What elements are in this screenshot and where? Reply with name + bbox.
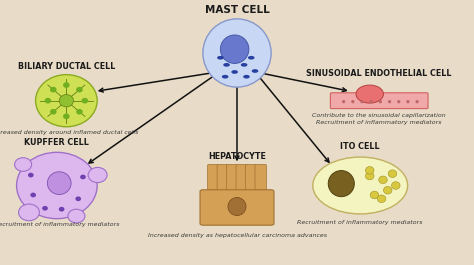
Ellipse shape (88, 167, 107, 183)
Ellipse shape (379, 100, 382, 103)
Ellipse shape (42, 206, 48, 211)
Ellipse shape (370, 100, 373, 103)
Ellipse shape (397, 100, 401, 103)
Ellipse shape (76, 87, 83, 92)
Text: Recruitment of inflammatory mediators: Recruitment of inflammatory mediators (298, 220, 423, 225)
Ellipse shape (351, 100, 355, 103)
Ellipse shape (392, 182, 400, 189)
Ellipse shape (228, 197, 246, 215)
Text: Increased density as hepatocellular carcinoma advances: Increased density as hepatocellular carc… (147, 233, 327, 238)
Ellipse shape (82, 98, 88, 104)
Ellipse shape (370, 191, 379, 199)
Text: HEPATOCYTE: HEPATOCYTE (208, 152, 266, 161)
Ellipse shape (36, 75, 97, 127)
Text: SINUSOIDAL ENDOTHELIAL CELL: SINUSOIDAL ENDOTHELIAL CELL (307, 69, 452, 78)
FancyBboxPatch shape (236, 165, 247, 192)
Ellipse shape (68, 209, 85, 223)
Text: Recruitment of inflammatory mediators: Recruitment of inflammatory mediators (0, 223, 119, 227)
Ellipse shape (415, 100, 419, 103)
Ellipse shape (28, 173, 34, 178)
Ellipse shape (388, 170, 397, 178)
Ellipse shape (17, 152, 97, 219)
Circle shape (248, 56, 255, 60)
FancyBboxPatch shape (200, 190, 274, 225)
Ellipse shape (63, 113, 70, 119)
Ellipse shape (356, 85, 383, 103)
Ellipse shape (75, 196, 81, 201)
FancyBboxPatch shape (217, 165, 228, 192)
Ellipse shape (328, 171, 354, 197)
FancyBboxPatch shape (246, 165, 257, 192)
Text: ITO CELL: ITO CELL (340, 142, 380, 151)
Ellipse shape (15, 158, 32, 171)
Ellipse shape (45, 98, 51, 104)
Ellipse shape (342, 100, 345, 103)
Ellipse shape (47, 172, 71, 195)
Circle shape (241, 63, 247, 67)
Ellipse shape (50, 87, 56, 92)
Circle shape (223, 63, 230, 67)
Ellipse shape (18, 204, 39, 221)
FancyBboxPatch shape (255, 165, 266, 192)
Ellipse shape (379, 176, 387, 184)
FancyBboxPatch shape (208, 165, 219, 192)
Text: MAST CELL: MAST CELL (205, 5, 269, 15)
Text: KUPFFER CELL: KUPFFER CELL (25, 138, 89, 147)
Ellipse shape (59, 207, 64, 211)
Ellipse shape (360, 100, 364, 103)
Ellipse shape (406, 100, 410, 103)
Ellipse shape (220, 35, 249, 63)
Ellipse shape (30, 193, 36, 197)
Circle shape (243, 75, 250, 78)
Ellipse shape (63, 82, 70, 88)
Text: BILIARY DUCTAL CELL: BILIARY DUCTAL CELL (18, 62, 115, 71)
Ellipse shape (383, 187, 392, 194)
Ellipse shape (365, 172, 374, 180)
Ellipse shape (80, 175, 86, 179)
Ellipse shape (377, 195, 386, 202)
Circle shape (252, 69, 258, 73)
Ellipse shape (203, 19, 271, 87)
Circle shape (222, 75, 228, 78)
Ellipse shape (76, 109, 83, 114)
FancyBboxPatch shape (330, 93, 428, 109)
Ellipse shape (313, 157, 408, 214)
Ellipse shape (388, 100, 391, 103)
Circle shape (231, 70, 238, 74)
Ellipse shape (50, 109, 56, 114)
Text: Icreased density around inflamed ductal cells: Icreased density around inflamed ductal … (0, 130, 138, 135)
FancyBboxPatch shape (227, 165, 238, 192)
Ellipse shape (59, 95, 73, 107)
Text: Contribute to the sinusoidal capillarization
Recruitment of inflammatory mediato: Contribute to the sinusoidal capillariza… (312, 113, 446, 125)
Ellipse shape (365, 166, 374, 174)
Circle shape (217, 56, 224, 60)
